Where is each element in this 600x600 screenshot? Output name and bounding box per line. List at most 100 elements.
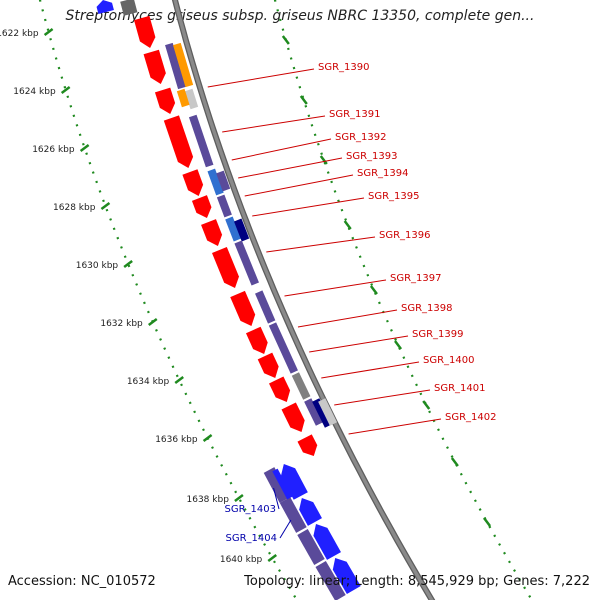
cog-block [173,42,194,88]
scale-label: 1636 kbp [155,435,198,445]
scale-label: 1638 kbp [187,495,230,505]
backbone-line [173,0,434,600]
gene-label: SGR_1391 [329,109,381,120]
label-leader [321,361,420,379]
cog-block [255,290,276,324]
accession-info: Accession: NC_010572 [8,574,156,589]
labels: 1622 kbp 1624 kbp 1626 kbp 1628 kbp 1630 kbp… [0,29,497,565]
length-label: Length: [354,574,404,589]
guide-tick [299,95,308,105]
forward-gene-arrow [212,246,239,289]
gene-label: SGR_1402 [445,412,497,423]
label-leader [309,335,409,353]
scale-label: 1640 kbp [220,555,263,565]
forward-gene-arrow [269,376,291,402]
cog-block [291,372,311,400]
guide-tick [281,35,290,45]
gene-label: SGR_1392 [335,132,387,143]
scale-label: 1626 kbp [32,145,75,155]
gene-label: SGR_1390 [318,62,370,73]
label-leader [231,138,332,161]
cog-block [279,497,307,533]
scale-tick [148,318,158,326]
guide-tick [394,340,403,350]
scale-label: 1634 kbp [127,377,170,387]
cog-block [120,0,138,16]
cog-block [304,398,324,426]
forward-gene-arrow [191,195,212,219]
label-leader [279,519,292,539]
gene-label: SGR_1397 [390,273,442,284]
length-value: 8,545,929 bp [407,574,495,589]
cog-block [234,240,259,286]
guide-tick [483,517,492,527]
forward-gene-arrow [143,49,166,84]
scale-label: 1622 kbp [0,29,39,39]
label-leaders [207,68,442,539]
topology-label: Topology: [244,574,305,589]
forward-gene-arrow [297,434,318,457]
label-leader [334,389,431,406]
scale-label: 1628 kbp [53,203,96,213]
scale-tick [100,202,111,210]
gene-label: SGR_1401 [434,383,486,394]
guide-tick [450,457,459,467]
cog-block [272,468,293,500]
genes-value: 7,222 [552,574,590,589]
label-leader [244,174,354,197]
forward-gene-arrow [201,219,223,246]
forward-gene-arrow [230,290,256,327]
forward-gene-arrow [134,15,156,48]
label-leader [273,487,280,510]
forward-gene-arrow [154,87,176,114]
forward-gene-arrow [163,115,194,168]
cog-block [297,529,325,565]
scale-label: 1624 kbp [13,87,56,97]
cog-block [216,194,232,218]
cog-block [216,170,231,192]
label-leader [238,157,343,179]
guide-tick [369,285,378,295]
guide-tick [319,155,328,165]
cog-block [188,114,214,168]
cog-block [263,467,291,503]
gene-arrows [96,0,361,595]
forward-gene-arrow [281,402,305,433]
gene-label: SGR_1395 [368,191,420,202]
reverse-gene-arrow [280,464,308,500]
gene-label: SGR_1394 [357,168,409,179]
scale-label: 1632 kbp [100,319,143,329]
label-leader [252,197,365,217]
guide-tick [422,400,431,410]
cog-block [225,216,242,242]
gene-label: SGR_1400 [423,355,475,366]
genome-backbone [171,0,436,600]
cog-block [165,42,186,90]
scale-tick [234,494,244,502]
cog-block [312,398,333,428]
reverse-gene-arrow [313,524,341,560]
forward-gene-arrow [182,169,204,196]
gene-label: SGR_1403 [225,504,277,515]
label-leader [266,236,376,253]
guide-tick [343,220,352,230]
forward-gene-arrow [257,352,279,378]
forward-gene-arrow [245,326,268,355]
label-leader [297,309,398,328]
cog-blocks [120,0,346,600]
cog-block [318,398,338,426]
gene-label: SGR_1399 [412,329,464,340]
cog-block [233,218,250,242]
scale-tick [123,260,133,268]
gene-label: SGR_1398 [401,303,453,314]
genes-label: Genes: [503,574,549,589]
scale-tick [79,144,90,152]
cog-block [268,322,298,374]
gene-label: SGR_1393 [346,151,398,162]
cog-block [176,88,190,108]
scale-tick [174,376,184,384]
label-leader [348,418,442,435]
accession-value: NC_010572 [80,574,156,589]
